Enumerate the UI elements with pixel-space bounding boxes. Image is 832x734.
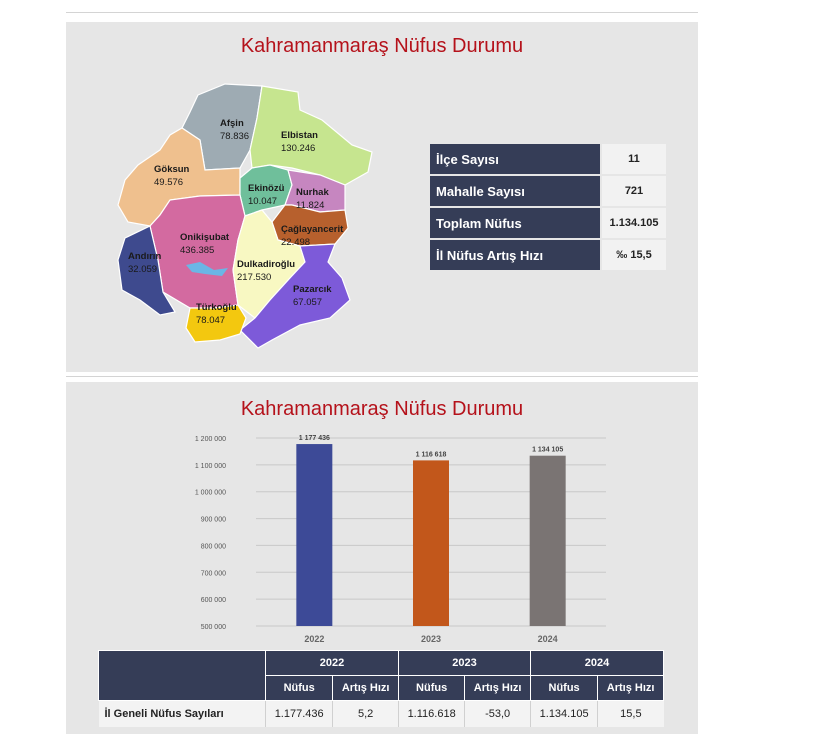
table-corner xyxy=(98,650,266,701)
y-tick-label: 1 200 000 xyxy=(195,436,226,443)
table-cell: 1.134.105 xyxy=(529,700,598,727)
x-tick-label: 2022 xyxy=(304,634,324,644)
x-tick-label: 2023 xyxy=(421,634,441,644)
table-cell: 1.177.436 xyxy=(264,700,333,727)
y-tick-label: 1 000 000 xyxy=(195,490,226,497)
label-ekinozu-name: Ekinözü xyxy=(248,183,285,194)
label-elbistan-name: Elbistan xyxy=(281,130,318,141)
label-dulkadiroglu-name: Dulkadiroğlu xyxy=(237,259,295,270)
label-turkoglu-value: 78.047 xyxy=(196,315,225,326)
label-andirin-name: Andırın xyxy=(128,251,161,262)
bar-2023 xyxy=(413,460,449,626)
sub-header: Artış Hızı xyxy=(597,675,664,701)
bar-2024 xyxy=(529,455,566,626)
district-map: Afşin 78.836 Elbistan 130.246 Göksun 49.… xyxy=(117,83,373,349)
year-header: 2024 xyxy=(529,650,665,676)
table-cell: 15,5 xyxy=(597,700,664,727)
sub-header: Nüfus xyxy=(397,675,466,701)
label-afsin-value: 78.836 xyxy=(220,131,249,142)
district-andirin[interactable] xyxy=(117,225,176,316)
summary-value: ‰ 15,5 xyxy=(602,240,666,270)
sub-header: Artış Hızı xyxy=(332,675,399,701)
population-bar-chart: 500 000 600 000 700 000 800 000 900 000 1 000… xyxy=(195,435,606,644)
data-label: 1 116 618 xyxy=(416,451,447,458)
map-panel: Kahramanmaraş Nüfus Durumu Afşin 78.836 … xyxy=(66,22,698,372)
y-tick-label: 900 000 xyxy=(201,517,226,524)
lake xyxy=(186,262,228,276)
summary-label: Mahalle Sayısı xyxy=(430,176,600,206)
y-tick-label: 600 000 xyxy=(201,597,226,604)
sub-header: Nüfus xyxy=(529,675,599,701)
population-table: 2022 2023 2024 Nüfus Artış Hızı Nüfus Ar… xyxy=(98,650,665,727)
summary-label: İl Nüfus Artış Hızı xyxy=(430,240,600,270)
data-label: 1 177 436 xyxy=(299,435,330,442)
label-onikisubat-value: 436.385 xyxy=(180,245,214,256)
table-cell: 1.116.618 xyxy=(397,700,465,727)
summary-row: Toplam Nüfus 1.134.105 xyxy=(430,208,666,238)
label-nurhak-name: Nurhak xyxy=(296,187,329,198)
chart-panel: Kahramanmaraş Nüfus Durumu 500 000 600 00… xyxy=(66,382,698,734)
district-pazarcik[interactable] xyxy=(239,243,351,349)
top-divider xyxy=(66,12,698,13)
label-goksun-name: Göksun xyxy=(154,164,190,175)
summary-row: İl Nüfus Artış Hızı ‰ 15,5 xyxy=(430,240,666,270)
summary-table: İlçe Sayısı 11 Mahalle Sayısı 721 Toplam… xyxy=(428,142,668,272)
label-nurhak-value: 11.824 xyxy=(296,200,324,211)
summary-value: 11 xyxy=(602,144,666,174)
table-cell: 5,2 xyxy=(332,700,399,727)
summary-row: İlçe Sayısı 11 xyxy=(430,144,666,174)
label-ekinozu-value: 10.047 xyxy=(248,196,277,207)
year-header: 2023 xyxy=(398,650,531,676)
y-tick-label: 1 100 000 xyxy=(195,463,226,470)
label-onikisubat-name: Onikişubat xyxy=(180,232,230,243)
y-tick-label: 800 000 xyxy=(201,543,226,550)
summary-value: 721 xyxy=(602,176,666,206)
map-panel-title: Kahramanmaraş Nüfus Durumu xyxy=(240,35,524,57)
label-goksun-value: 49.576 xyxy=(154,177,183,188)
chart-panel-title: Kahramanmaraş Nüfus Durumu xyxy=(240,398,524,420)
y-tick-label: 700 000 xyxy=(201,570,226,577)
year-header: 2022 xyxy=(265,650,399,676)
summary-label: Toplam Nüfus xyxy=(430,208,600,238)
row-label: İl Geneli Nüfus Sayıları xyxy=(98,700,266,727)
table-row: İl Geneli Nüfus Sayıları 1.177.436 5,2 1… xyxy=(98,700,664,727)
summary-row: Mahalle Sayısı 721 xyxy=(430,176,666,206)
summary-value: 1.134.105 xyxy=(602,208,666,238)
x-tick-label: 2024 xyxy=(538,634,558,644)
sub-header: Nüfus xyxy=(264,675,334,701)
label-afsin-name: Afşin xyxy=(220,118,244,129)
label-caglayancerit-value: 22.498 xyxy=(281,237,310,248)
label-elbistan-value: 130.246 xyxy=(281,143,315,154)
district-ekinozu[interactable] xyxy=(239,164,293,217)
label-andirin-value: 32.059 xyxy=(128,264,157,275)
data-label: 1 134 105 xyxy=(532,447,563,454)
sub-header: Artış Hızı xyxy=(464,675,531,701)
label-caglayancerit-name: Çağlayancerit xyxy=(281,224,344,235)
table-cell: -53,0 xyxy=(464,700,531,727)
district-turkoglu[interactable] xyxy=(185,304,247,343)
label-pazarcik-name: Pazarcık xyxy=(293,284,332,295)
bar-2022 xyxy=(296,444,333,626)
label-turkoglu-name: Türkoğlu xyxy=(196,302,237,313)
summary-label: İlçe Sayısı xyxy=(430,144,600,174)
label-dulkadiroglu-value: 217.530 xyxy=(237,272,271,283)
y-tick-label: 500 000 xyxy=(201,624,226,631)
label-pazarcik-value: 67.057 xyxy=(293,297,322,308)
middle-divider xyxy=(66,376,698,377)
